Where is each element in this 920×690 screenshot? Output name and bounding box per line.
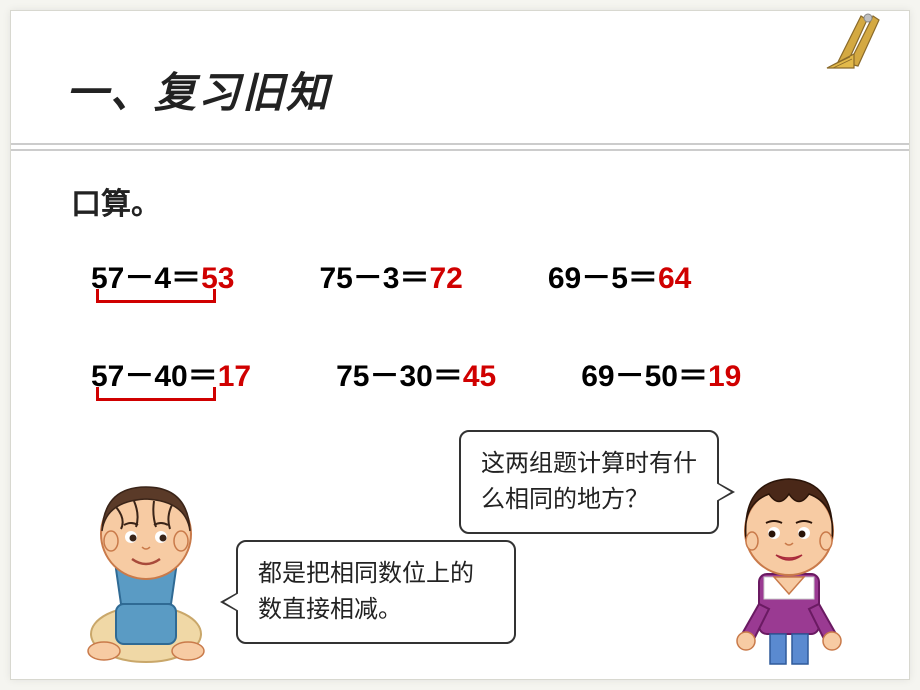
boy-character-icon bbox=[66, 469, 226, 669]
girl-speech-text: 这两组题计算时有什么相同的地方？ bbox=[481, 450, 697, 513]
subtitle: 口算。 bbox=[71, 179, 161, 223]
boy-speech-text: 都是把相同数位上的数直接相减。 bbox=[258, 560, 474, 623]
eq-lhs: 69－5＝ bbox=[548, 262, 658, 295]
eq-answer: 64 bbox=[658, 262, 691, 295]
equation: 75－3＝72 bbox=[319, 253, 462, 297]
equation: 69－5＝64 bbox=[548, 253, 691, 297]
divider-top bbox=[11, 143, 909, 145]
equation: 69－50＝19 bbox=[581, 351, 741, 395]
divider-bottom bbox=[11, 149, 909, 151]
eq-answer: 72 bbox=[430, 262, 463, 295]
eq-answer: 19 bbox=[708, 360, 741, 393]
girl-character-icon bbox=[714, 459, 864, 669]
grouping-bracket-1 bbox=[96, 289, 216, 303]
grouping-bracket-2 bbox=[96, 387, 216, 401]
tools-icon bbox=[819, 6, 889, 76]
eq-lhs: 69－50＝ bbox=[581, 360, 708, 393]
equation: 75－30＝45 bbox=[336, 351, 496, 395]
slide-inner: 一、复习旧知 口算。 57－4＝53 75－3＝72 69－5＝64 57－40… bbox=[10, 10, 910, 680]
girl-speech-bubble: 这两组题计算时有什么相同的地方？ bbox=[459, 430, 719, 534]
boy-speech-bubble: 都是把相同数位上的数直接相减。 bbox=[236, 540, 516, 644]
eq-answer: 17 bbox=[218, 360, 251, 393]
eq-lhs: 75－3＝ bbox=[319, 262, 429, 295]
eq-lhs: 75－30＝ bbox=[336, 360, 463, 393]
eq-answer: 45 bbox=[463, 360, 496, 393]
section-title: 一、复习旧知 bbox=[66, 59, 330, 120]
